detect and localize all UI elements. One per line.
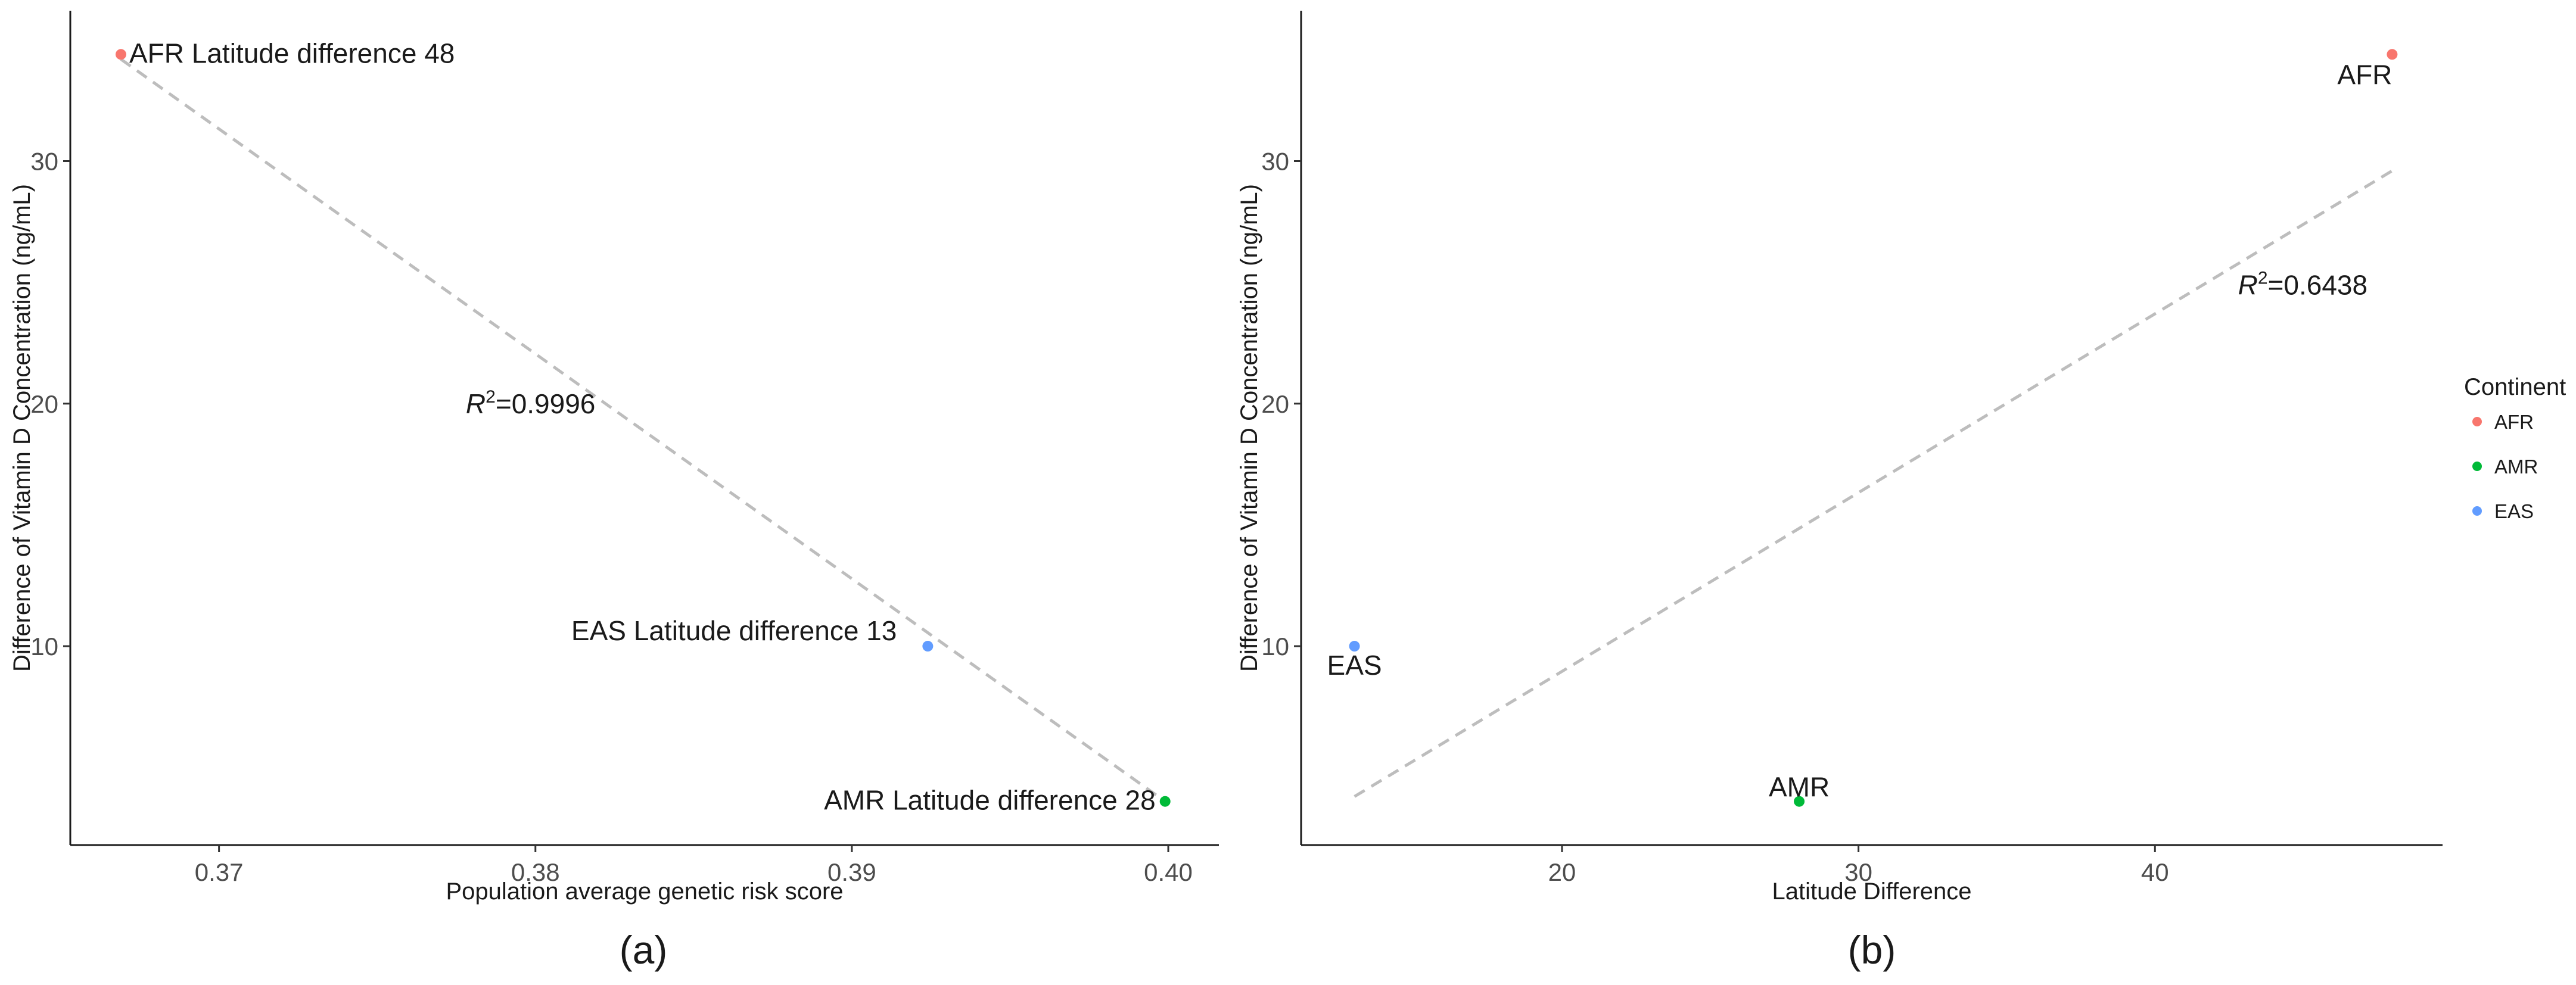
x-tick-label: 40	[2141, 858, 2169, 886]
x-tick-label: 30	[1844, 858, 1872, 886]
x-tick-label: 0.38	[511, 858, 560, 886]
data-point-eas	[1349, 641, 1360, 652]
data-point-afr	[2387, 49, 2398, 60]
x-axis-title: Latitude Difference	[1772, 878, 1971, 905]
y-tick-label: 20	[1261, 390, 1289, 418]
y-axis-title: Difference of Vitamin D Concentration (n…	[9, 184, 35, 672]
y-tick-label: 10	[30, 632, 58, 660]
x-tick-label: 0.37	[195, 858, 244, 886]
panel-a-scatter-plot: 0.37 0.38 0.39 0.40 10 20 30 AFR Latitude diffe…	[9, 11, 1219, 972]
r-squared-value: =0.6438	[2268, 270, 2368, 301]
r-squared-superscript: 2	[486, 387, 496, 407]
r-squared-annotation: R2=0.9996	[466, 387, 595, 419]
data-point-eas	[922, 641, 934, 652]
legend: Continent AFR AMR EAS	[2464, 374, 2566, 522]
data-point-afr	[115, 49, 126, 60]
data-point-amr	[1794, 796, 1805, 807]
x-axis-title: Population average genetic risk score	[446, 878, 843, 905]
x-tick-label: 0.40	[1144, 858, 1193, 886]
point-label-amr: AMR	[1769, 772, 1830, 803]
y-tick-label: 10	[1261, 632, 1289, 660]
r-squared-symbol: R	[2238, 270, 2258, 301]
legend-label-afr: AFR	[2494, 411, 2534, 433]
legend-swatch-amr	[2472, 462, 2482, 471]
panel-label: (b)	[1848, 928, 1896, 972]
r-squared-symbol: R	[466, 388, 486, 419]
r-squared-annotation: R2=0.6438	[2238, 269, 2367, 301]
legend-swatch-afr	[2472, 417, 2482, 426]
point-label-eas: EAS Latitude difference 13	[571, 615, 897, 646]
regression-fit-line	[1354, 169, 2393, 798]
x-tick-label: 0.39	[827, 858, 876, 886]
regression-fit-line	[120, 58, 1166, 803]
point-label-amr: AMR Latitude difference 28	[824, 785, 1156, 816]
legend-label-eas: EAS	[2494, 500, 2534, 522]
y-tick-label: 30	[30, 148, 58, 176]
y-axis-title: Difference of Vitamin D Concentration (n…	[1236, 184, 1262, 672]
point-label-afr: AFR	[2337, 59, 2392, 90]
x-tick-label: 20	[1548, 858, 1576, 886]
y-tick-label: 30	[1261, 148, 1289, 176]
legend-title: Continent	[2464, 374, 2566, 400]
panel-b-scatter-plot: 20 30 40 10 20 30 AFR EAS AMR R2=0.6438 Difference…	[1236, 11, 2443, 972]
r-squared-superscript: 2	[2258, 269, 2268, 288]
y-tick-label: 20	[30, 390, 58, 418]
legend-label-amr: AMR	[2494, 456, 2538, 478]
panel-label: (a)	[620, 928, 668, 972]
r-squared-value: =0.9996	[496, 388, 596, 419]
legend-swatch-eas	[2472, 506, 2482, 516]
point-label-eas: EAS	[1327, 650, 1382, 681]
data-point-amr	[1159, 796, 1171, 807]
point-label-afr: AFR Latitude difference 48	[129, 38, 455, 68]
